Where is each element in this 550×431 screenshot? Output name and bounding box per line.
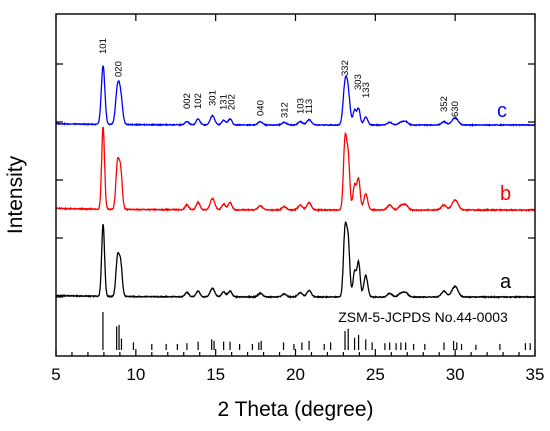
- peak-label-101: 101: [98, 38, 109, 54]
- peak-label-202: 202: [227, 94, 238, 110]
- peak-label-332: 332: [340, 60, 351, 76]
- reference-pattern: [102, 312, 531, 350]
- x-tick-label: 25: [366, 365, 385, 384]
- peak-label-131: 131: [219, 94, 230, 110]
- series-label-b: b: [500, 183, 511, 205]
- peak-label-002: 002: [182, 93, 193, 109]
- peak-label-303: 303: [353, 74, 364, 90]
- x-tick-label: 35: [526, 365, 545, 384]
- peak-label-113: 113: [304, 99, 315, 114]
- reference-label: ZSM-5-JCPDS No.44-0003: [338, 309, 508, 325]
- series-label-c: c: [497, 100, 507, 122]
- peak-label-102: 102: [193, 93, 204, 109]
- axes: 5 10 15 20 25 30 35: [51, 13, 545, 384]
- x-tick-label: 5: [51, 365, 60, 384]
- peak-label-020: 020: [113, 61, 124, 77]
- series-line-a: [55, 220, 536, 300]
- x-tick-label: 20: [286, 365, 305, 384]
- peak-label-352: 352: [439, 96, 450, 112]
- x-tick-label: 10: [126, 365, 145, 384]
- x-tick-label: 15: [206, 365, 225, 384]
- peak-label-133: 133: [361, 82, 372, 98]
- series-group: a b c: [55, 65, 536, 300]
- series-line-c: [55, 65, 536, 128]
- x-axis-title: 2 Theta (degree): [217, 398, 373, 421]
- peak-label-630: 630: [450, 101, 461, 117]
- peak-label-312: 312: [279, 102, 290, 118]
- peak-label-040: 040: [255, 100, 266, 116]
- y-axis-title: Intensity: [4, 155, 27, 234]
- series-label-a: a: [500, 271, 512, 293]
- x-tick-label: 30: [446, 365, 465, 384]
- peak-label-301: 301: [207, 90, 218, 106]
- series-line-b: [55, 126, 536, 213]
- peak-label-103: 103: [295, 98, 306, 114]
- plot-frame: [55, 13, 536, 357]
